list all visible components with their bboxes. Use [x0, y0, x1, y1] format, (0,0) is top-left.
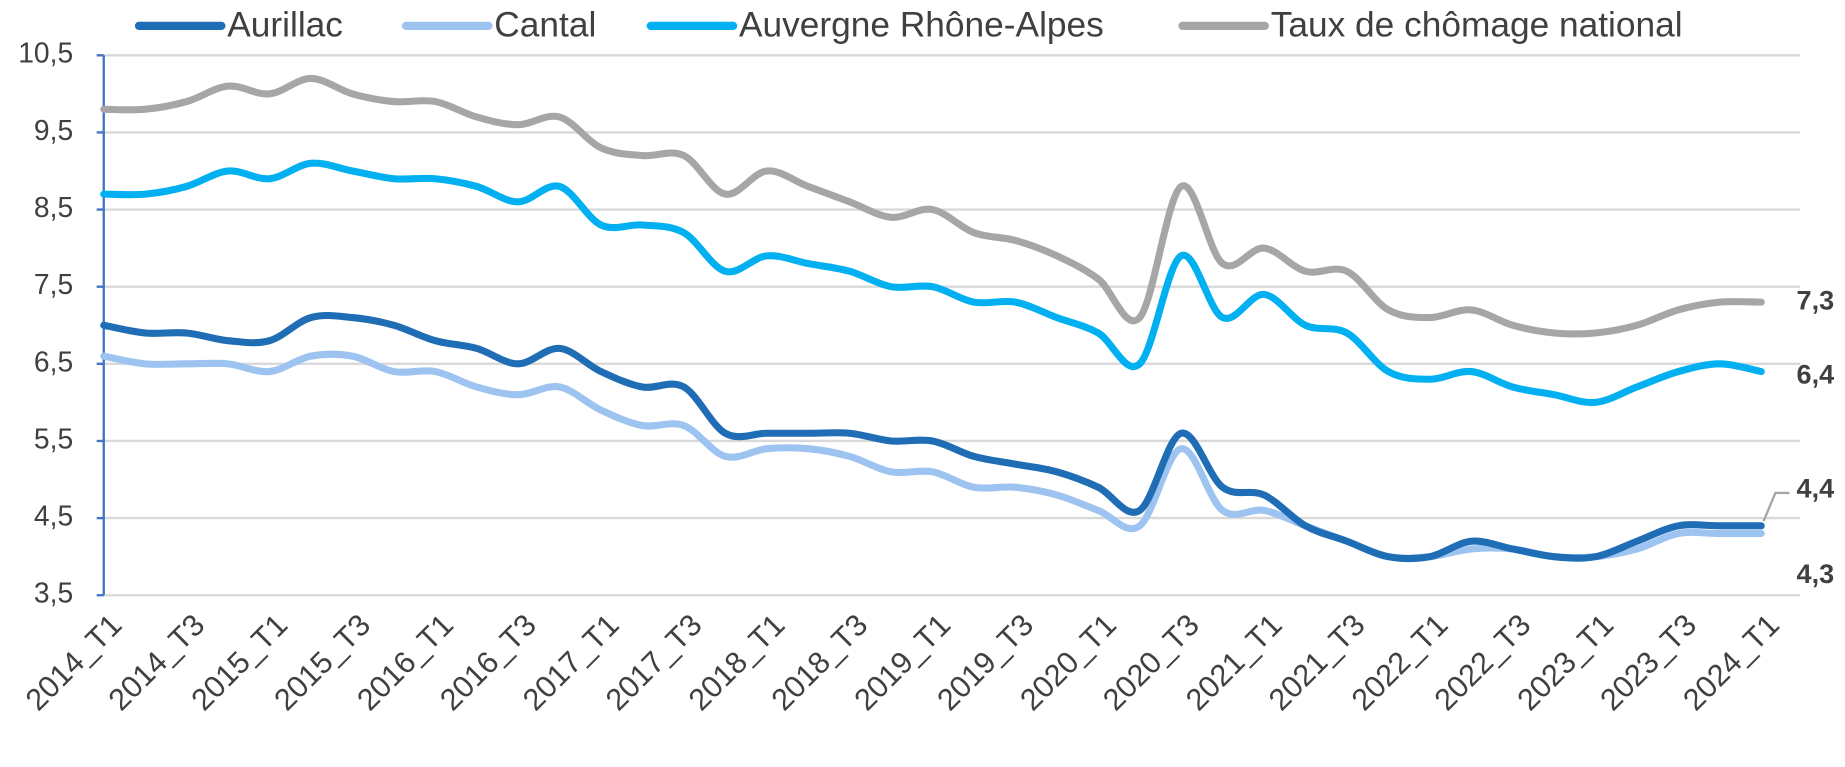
y-tick-label: 5,5 [34, 422, 73, 454]
y-tick-label: 9,5 [34, 114, 73, 146]
legend-label: Aurillac [227, 5, 343, 44]
y-tick-label: 10,5 [18, 37, 73, 69]
legend-label: Auvergne Rhône-Alpes [739, 5, 1104, 44]
y-tick-label: 3,5 [34, 577, 73, 609]
legend-label: Cantal [494, 5, 596, 44]
series-line [100, 74, 1765, 338]
y-tick-label: 4,5 [34, 500, 73, 532]
y-tick-label: 8,5 [34, 191, 73, 223]
leader-line [1762, 491, 1790, 522]
value-label: 4,4 [1797, 474, 1835, 504]
y-tick-label: 6,5 [34, 345, 73, 377]
y-tick-label: 7,5 [34, 268, 73, 300]
value-label: 6,4 [1797, 359, 1835, 389]
series-line [100, 350, 1765, 562]
series-line [100, 159, 1765, 407]
series-line [100, 311, 1765, 563]
legend-label: Taux de chômage national [1271, 5, 1683, 44]
value-label: 4,3 [1797, 559, 1835, 589]
value-label: 7,3 [1797, 285, 1835, 315]
